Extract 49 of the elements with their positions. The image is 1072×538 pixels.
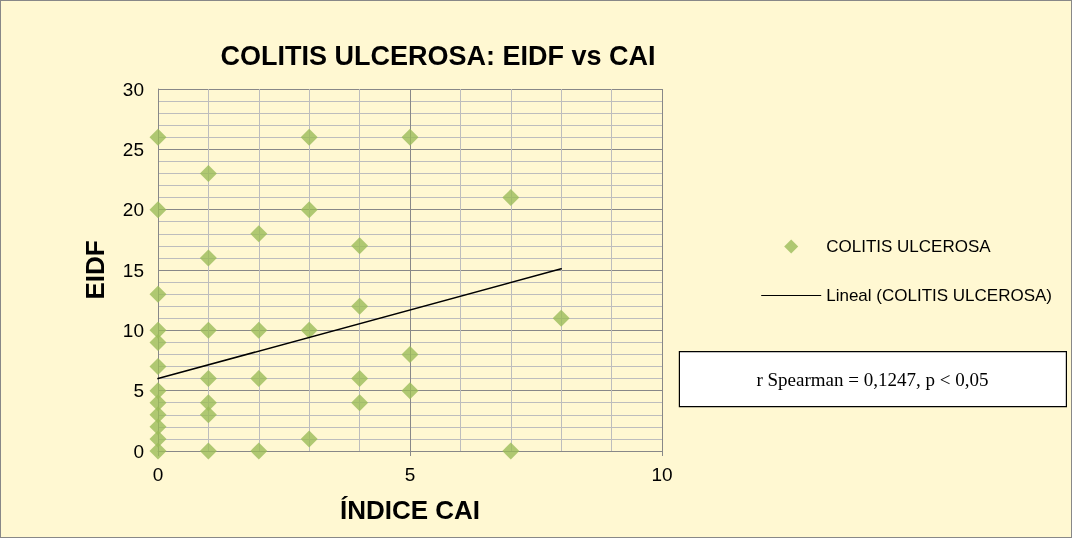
point xyxy=(351,297,369,315)
text: r Spearman = 0,1247, p < 0,05 xyxy=(756,369,989,391)
point xyxy=(199,442,217,460)
point xyxy=(250,442,268,460)
point xyxy=(149,442,167,460)
point xyxy=(149,285,167,303)
chart-title: COLITIS ULCEROSA: EIDF vs CAI xyxy=(220,40,656,71)
point xyxy=(250,225,268,243)
point xyxy=(502,189,520,207)
point xyxy=(300,201,318,219)
point xyxy=(401,345,419,363)
point xyxy=(250,321,268,339)
point xyxy=(552,309,570,327)
y-tick-label: 25 xyxy=(122,138,144,160)
point xyxy=(149,382,167,400)
point xyxy=(149,333,167,351)
point xyxy=(300,321,318,339)
y-tick-label: 20 xyxy=(122,199,144,221)
point xyxy=(199,321,217,339)
point xyxy=(250,370,268,388)
point xyxy=(149,128,167,146)
point xyxy=(401,382,419,400)
point xyxy=(351,237,369,255)
y-tick-label: 30 xyxy=(122,78,144,100)
point xyxy=(149,201,167,219)
x-tick-label: 10 xyxy=(651,464,673,485)
y-tick-label: 0 xyxy=(133,440,144,462)
y-tick-label: 10 xyxy=(122,319,144,341)
point xyxy=(199,164,217,182)
legend-label: COLITIS ULCEROSA xyxy=(826,237,992,256)
x-tick-label: 0 xyxy=(152,464,164,485)
point xyxy=(199,370,217,388)
point xyxy=(199,406,217,424)
point xyxy=(351,394,369,412)
point xyxy=(199,394,217,412)
legend-label: Lineal (COLITIS ULCEROSA) xyxy=(826,286,1053,305)
x-axis-title: ÍNDICE CAI xyxy=(339,495,481,525)
point xyxy=(300,128,318,146)
point xyxy=(401,128,419,146)
x-tick-label: 5 xyxy=(404,464,416,485)
point xyxy=(149,358,167,376)
y-tick-label: 15 xyxy=(122,259,144,281)
point xyxy=(199,249,217,267)
y-axis-title: EIDF xyxy=(80,240,110,300)
y-tick-label: 5 xyxy=(133,380,144,402)
point xyxy=(502,442,520,460)
point xyxy=(300,430,318,448)
point xyxy=(149,321,167,339)
point xyxy=(351,370,369,388)
